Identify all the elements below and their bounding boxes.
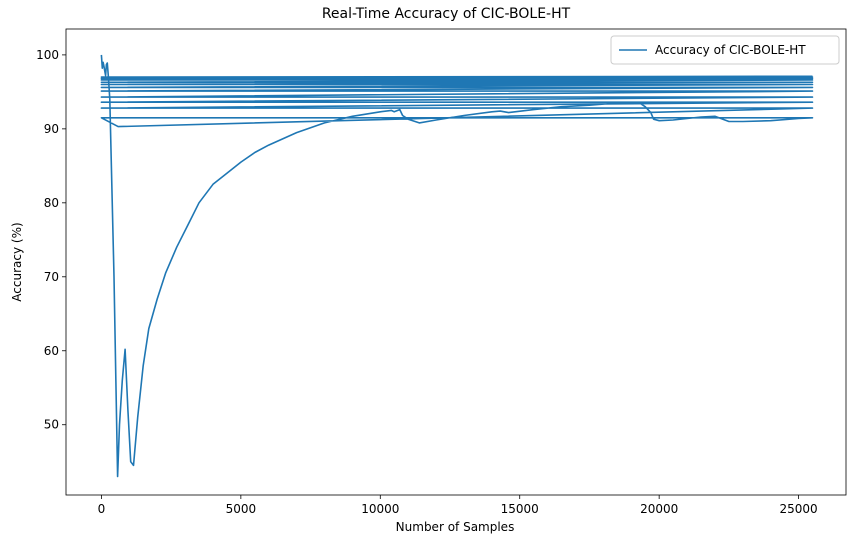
x-axis-label: Number of Samples — [396, 520, 515, 534]
series-layer — [100, 54, 814, 478]
legend-entry-label: Accuracy of CIC-BOLE-HT — [655, 43, 806, 57]
chart-title: Real-Time Accuracy of CIC-BOLE-HT — [322, 6, 571, 22]
plot-area — [65, 28, 847, 496]
legend-box — [610, 35, 840, 65]
legend: Accuracy of CIC-BOLE-HT — [610, 35, 840, 65]
y-tick-label: 50 — [44, 418, 59, 432]
y-axis: 50 60 70 80 90 100 — [36, 48, 66, 432]
x-tick-label: 25000 — [779, 502, 817, 516]
x-tick-label: 5000 — [226, 502, 257, 516]
x-tick-label: 10000 — [361, 502, 399, 516]
y-axis-label: Accuracy (%) — [10, 222, 24, 301]
y-tick-label: 70 — [44, 270, 59, 284]
x-tick-label: 20000 — [640, 502, 678, 516]
x-tick-label: 15000 — [501, 502, 539, 516]
y-tick-label: 60 — [44, 344, 59, 358]
x-tick-label: 0 — [98, 502, 106, 516]
series-line-0 — [100, 54, 814, 478]
y-tick-label: 100 — [36, 48, 59, 62]
y-tick-label: 90 — [44, 122, 59, 136]
x-axis: 0 5000 10000 15000 20000 25000 — [98, 495, 818, 516]
y-tick-label: 80 — [44, 196, 59, 210]
plot-frame — [65, 28, 847, 496]
